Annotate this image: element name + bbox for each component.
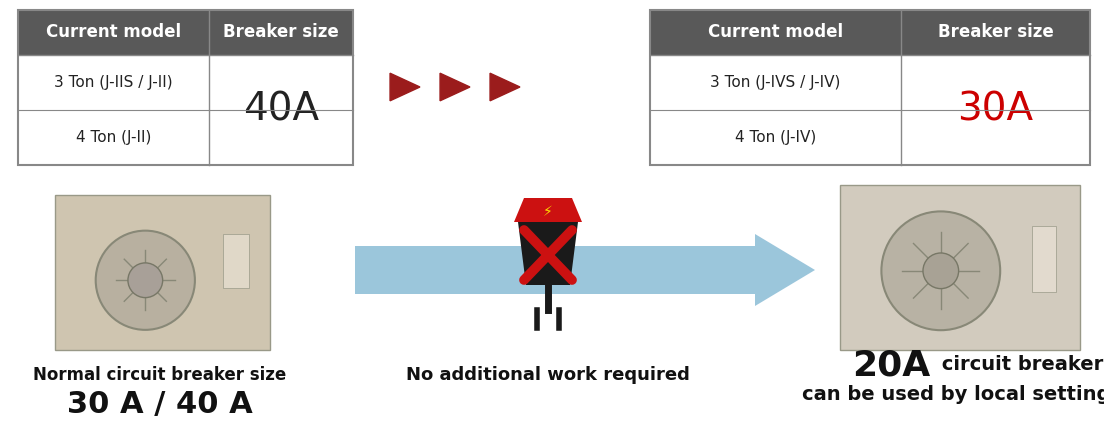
Bar [18,10,209,55]
Polygon shape [440,73,470,101]
Bar [18,10,353,165]
Polygon shape [518,222,578,285]
Text: circuit breaker: circuit breaker [935,356,1103,375]
Text: 3 Ton (J-IIS / J-II): 3 Ton (J-IIS / J-II) [54,75,173,90]
FancyArrow shape [355,234,815,306]
Text: No additional work required: No additional work required [406,366,690,384]
Bar [223,234,248,288]
Text: 30A: 30A [957,91,1033,129]
Text: Current model: Current model [46,24,181,41]
Text: 30 A / 40 A: 30 A / 40 A [67,390,253,420]
Text: 40A: 40A [243,91,319,129]
Circle shape [128,263,162,298]
Text: 4 Ton (J-II): 4 Ton (J-II) [76,130,151,145]
Circle shape [96,230,195,330]
Bar [1032,226,1057,292]
Bar [209,10,353,55]
Text: Current model: Current model [708,24,843,41]
Text: Breaker size: Breaker size [223,24,339,41]
Bar [55,195,270,350]
Text: 3 Ton (J-IVS / J-IV): 3 Ton (J-IVS / J-IV) [710,75,840,90]
Text: 4 Ton (J-IV): 4 Ton (J-IV) [735,130,816,145]
Bar [650,10,901,55]
Polygon shape [390,73,420,101]
Text: 20A: 20A [852,348,930,382]
Circle shape [881,212,1000,330]
Polygon shape [490,73,520,101]
Bar [840,185,1080,350]
Text: Breaker size: Breaker size [937,24,1053,41]
Bar [650,10,1090,165]
Text: can be used by local setting.: can be used by local setting. [803,386,1104,405]
Bar [650,55,1090,165]
Text: Normal circuit breaker size: Normal circuit breaker size [33,366,287,384]
Circle shape [923,253,958,289]
Polygon shape [514,198,582,222]
Text: ⚡: ⚡ [543,205,553,219]
Bar [901,10,1090,55]
Bar [18,55,353,165]
